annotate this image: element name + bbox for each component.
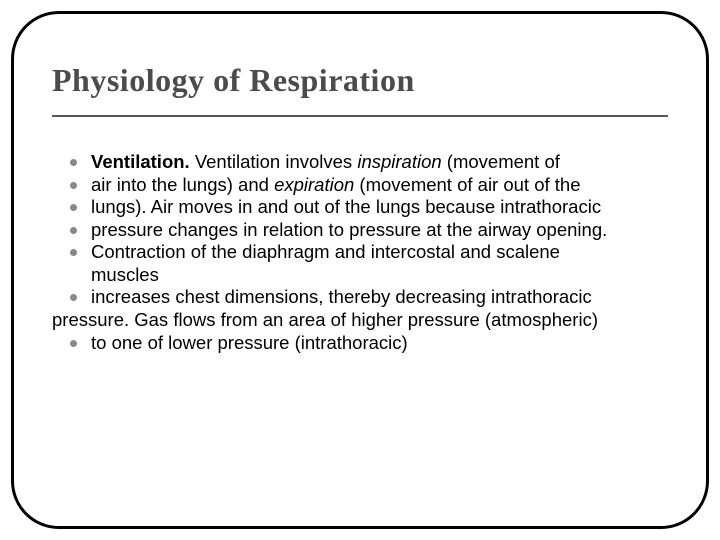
body-line: Contraction of the diaphragm and interco… [70, 241, 668, 286]
body-line: air into the lungs) and expiration (move… [70, 174, 668, 197]
body-line: Ventilation. Ventilation involves inspir… [70, 151, 668, 174]
text-run: (movement of air out of the [359, 174, 580, 195]
bullet-icon [70, 340, 77, 347]
line-text: pressure. Gas flows from an area of high… [52, 309, 668, 332]
text-bold: Ventilation. [91, 151, 195, 172]
slide-container: Physiology of Respiration Ventilation. V… [0, 0, 720, 540]
text-italic: inspiration [357, 151, 446, 172]
line-text: to one of lower pressure (intrathoracic) [91, 332, 668, 355]
text-italic: expiration [274, 174, 359, 195]
body-line: pressure changes in relation to pressure… [70, 219, 668, 242]
title-rule [52, 115, 668, 117]
line-text: Ventilation. Ventilation involves inspir… [91, 151, 668, 174]
body-line: to one of lower pressure (intrathoracic) [70, 332, 668, 355]
text-run: air into the lungs) and [91, 174, 274, 195]
bullet-icon [70, 294, 77, 301]
slide-title: Physiology of Respiration [52, 62, 668, 99]
line-text: lungs). Air moves in and out of the lung… [91, 196, 668, 219]
body-line: lungs). Air moves in and out of the lung… [70, 196, 668, 219]
bullet-icon [70, 182, 77, 189]
line-text: increases chest dimensions, thereby decr… [91, 286, 668, 309]
body-line: increases chest dimensions, thereby decr… [70, 286, 668, 309]
slide-content: Physiology of Respiration Ventilation. V… [52, 62, 668, 354]
line-text: air into the lungs) and expiration (move… [91, 174, 668, 197]
text-run: Ventilation involves [195, 151, 358, 172]
line-text: Contraction of the diaphragm and interco… [91, 241, 668, 286]
text-run: muscles [91, 264, 159, 285]
bullet-icon [70, 249, 77, 256]
body-line-nobullet: pressure. Gas flows from an area of high… [52, 309, 668, 332]
bullet-icon [70, 204, 77, 211]
slide-body: Ventilation. Ventilation involves inspir… [52, 151, 668, 354]
line-text: pressure changes in relation to pressure… [91, 219, 668, 242]
bullet-icon [70, 227, 77, 234]
bullet-icon [70, 159, 77, 166]
text-run: (movement of [447, 151, 560, 172]
text-run: Contraction of the diaphragm and interco… [91, 241, 560, 262]
